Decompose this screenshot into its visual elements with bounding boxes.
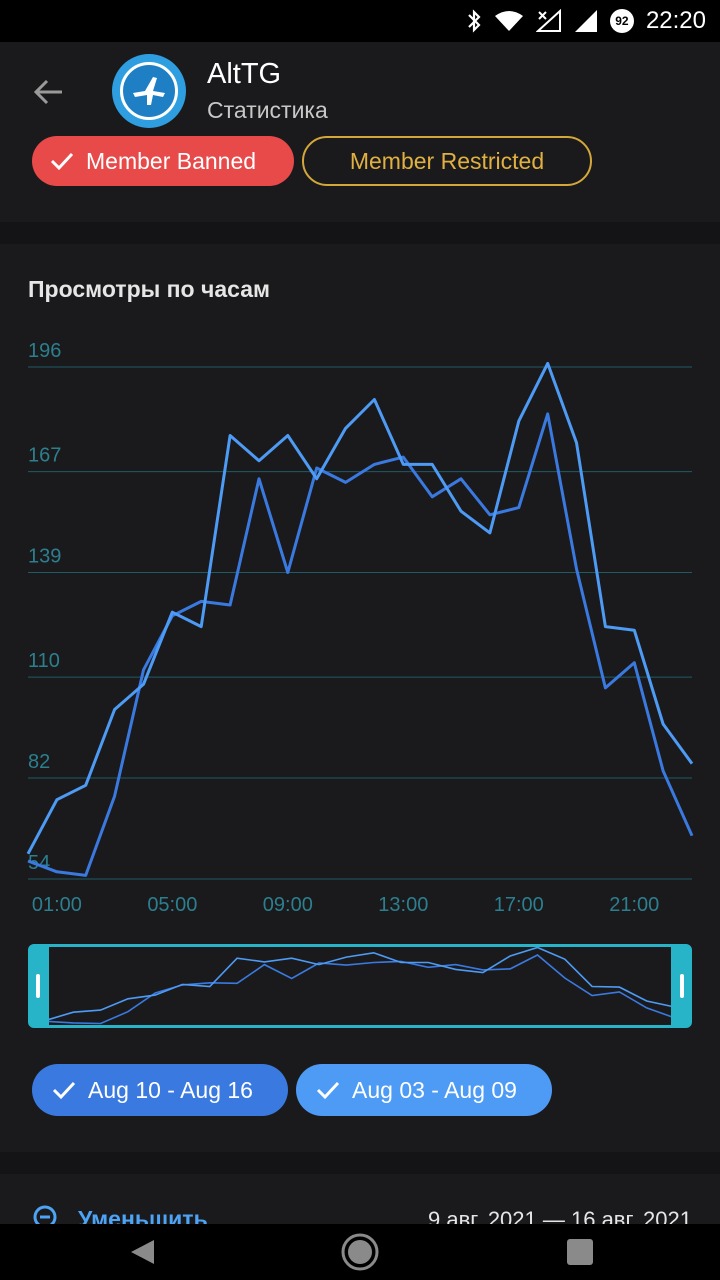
- mini-chart: [45, 946, 675, 1025]
- nav-back-button[interactable]: [122, 1232, 162, 1272]
- section-divider: [0, 222, 720, 244]
- check-icon: [52, 1081, 76, 1100]
- chart-title: Просмотры по часам: [28, 276, 271, 302]
- triangle-back-icon: [131, 1240, 154, 1264]
- signal-icon: [574, 10, 597, 32]
- x-tick-label: 05:00: [147, 894, 197, 916]
- app-bar: AltTG Статистика: [0, 42, 720, 140]
- navigator-left-handle[interactable]: [36, 974, 40, 998]
- chip-member-banned[interactable]: Member Banned: [32, 136, 294, 186]
- arrow-left-icon: [33, 79, 62, 105]
- x-tick-label: 17:00: [494, 894, 544, 916]
- app-subtitle: Статистика: [207, 97, 328, 123]
- navigator-right-handle[interactable]: [680, 974, 684, 998]
- next-chart-header: Уменьшить 9 авг. 2021 — 16 авг. 2021: [0, 1174, 720, 1224]
- battery-icon: 92: [609, 9, 634, 33]
- views-by-hour-card: Просмотры по часам 54 82 110 139 167 196 01:00…: [0, 244, 720, 1152]
- x-tick-label: 13:00: [378, 894, 428, 916]
- chip-label: Member Banned: [86, 147, 257, 174]
- legend-label: Aug 03 - Aug 09: [352, 1076, 517, 1103]
- zoom-out-icon: [33, 1205, 57, 1224]
- circle-home-icon: [341, 1233, 379, 1271]
- x-tick-label: 09:00: [263, 894, 313, 916]
- chip-member-restricted[interactable]: Member Restricted: [302, 136, 592, 186]
- no-signal-icon: [535, 9, 561, 32]
- status-bar: 92 22:20: [0, 0, 720, 42]
- system-nav-bar: [0, 1224, 720, 1280]
- zoom-out-label: Уменьшить: [78, 1205, 208, 1225]
- series-line-1: [27, 412, 694, 877]
- wifi-icon: [494, 11, 523, 31]
- section-divider: [0, 1152, 720, 1174]
- chart-range-navigator[interactable]: [28, 944, 692, 1028]
- square-recents-icon: [567, 1239, 593, 1265]
- y-tick-label: 167: [28, 445, 61, 467]
- date-range-label: 9 авг. 2021 — 16 авг. 2021: [427, 1207, 692, 1224]
- back-button[interactable]: [22, 66, 74, 118]
- avatar[interactable]: [112, 54, 186, 128]
- zoom-out-button[interactable]: Уменьшить: [32, 1204, 208, 1224]
- status-time: 22:20: [645, 7, 706, 34]
- nav-recents-button[interactable]: [560, 1232, 600, 1272]
- check-icon: [316, 1081, 340, 1100]
- filter-chip-row: Member Banned Member Restricted: [0, 136, 720, 222]
- app-title: AltTG: [207, 58, 282, 90]
- legend-chip-aug-03-09[interactable]: Aug 03 - Aug 09: [296, 1064, 552, 1116]
- y-tick-label: 139: [28, 546, 61, 568]
- y-tick-label: 110: [28, 650, 60, 672]
- bluetooth-icon: [468, 9, 481, 33]
- series-line-2: [26, 361, 694, 855]
- jet-icon: [133, 77, 165, 105]
- legend-chip-aug-10-16[interactable]: Aug 10 - Aug 16: [32, 1064, 288, 1116]
- y-tick-label: 82: [28, 751, 50, 773]
- navigator-window[interactable]: [28, 944, 692, 1028]
- x-tick-label: 21:00: [609, 894, 659, 916]
- chip-label: Member Restricted: [349, 147, 545, 174]
- x-tick-label: 01:00: [32, 894, 82, 916]
- y-tick-label: 196: [28, 340, 61, 362]
- mini-series-line-2: [45, 946, 675, 1022]
- nav-home-button[interactable]: [340, 1232, 380, 1272]
- check-icon: [50, 152, 74, 171]
- legend-label: Aug 10 - Aug 16: [88, 1076, 253, 1103]
